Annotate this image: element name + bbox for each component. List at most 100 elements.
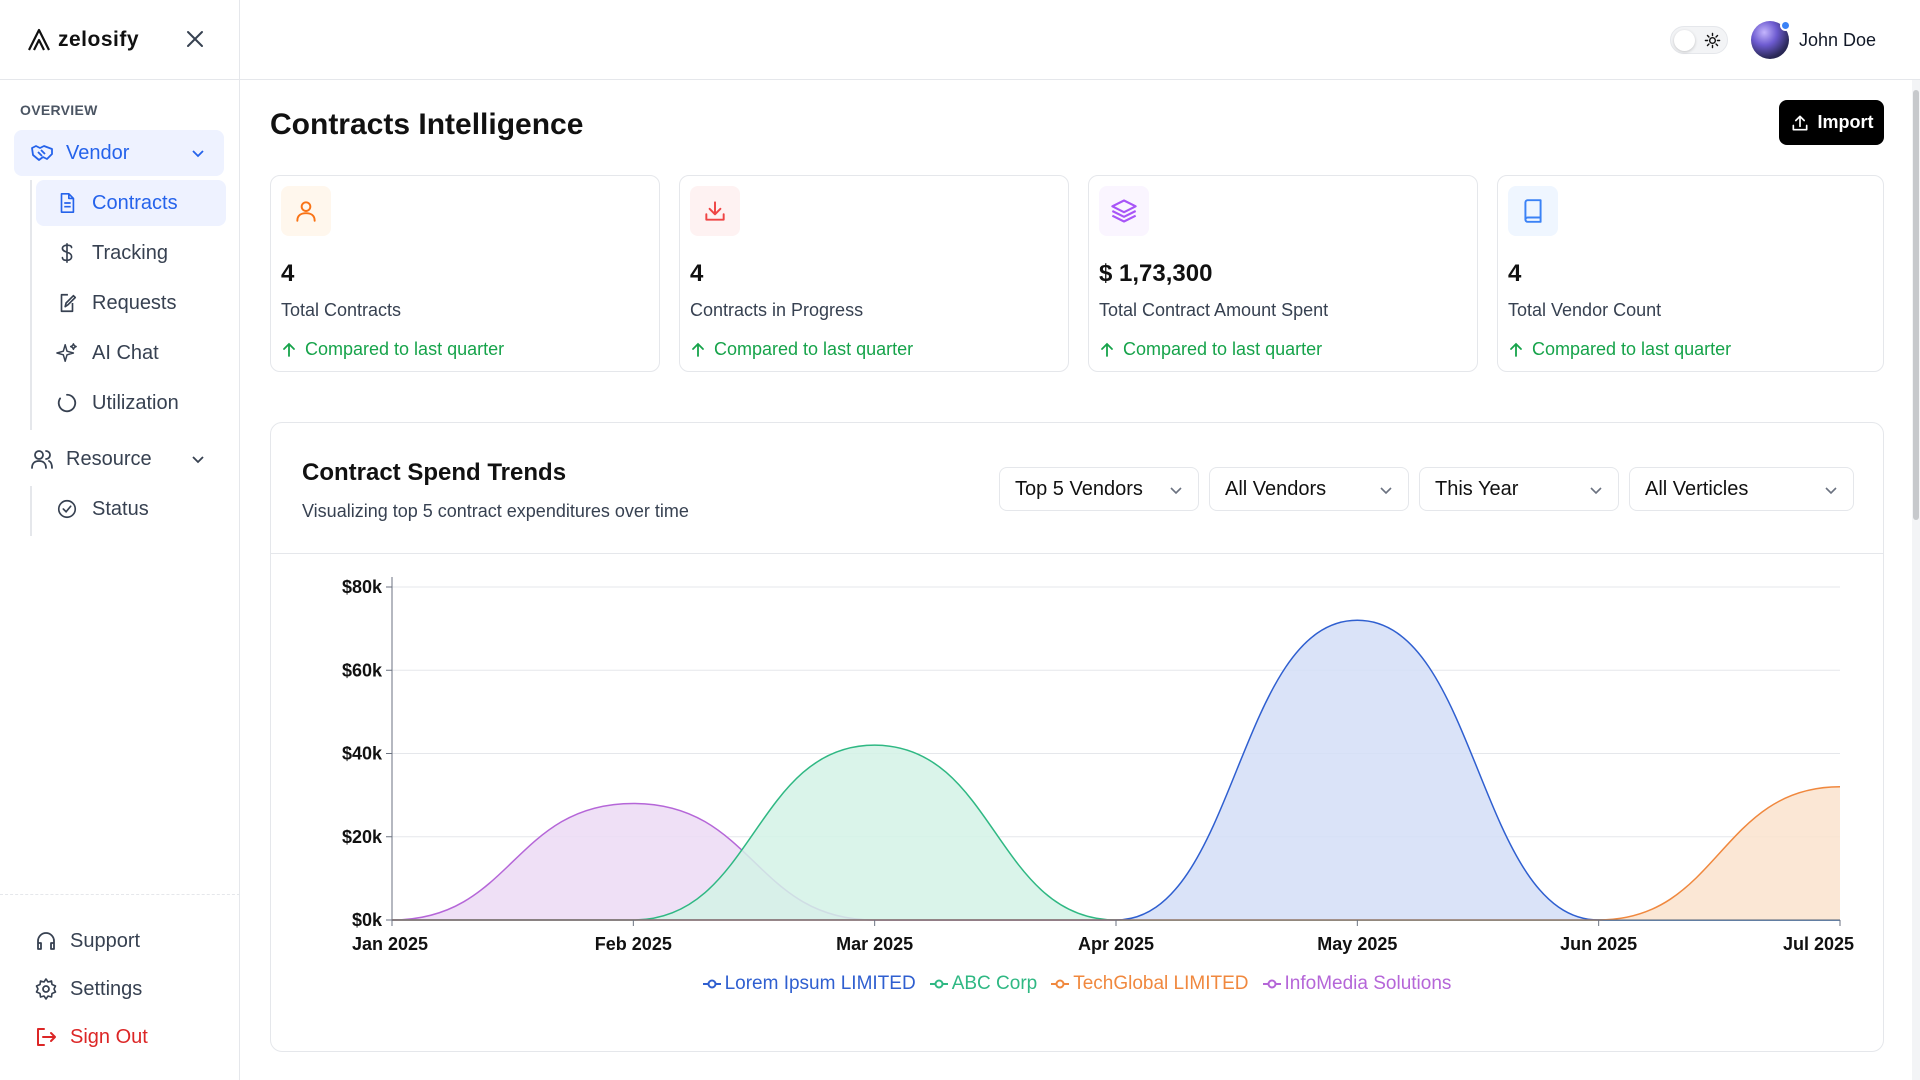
stat-icon-box <box>1508 186 1558 236</box>
sidebar-item-label: Resource <box>66 447 152 470</box>
sidebar-item-resource[interactable]: Resource <box>14 436 224 482</box>
stat-icon-box <box>281 186 331 236</box>
sidebar-item-utilization[interactable]: Utilization <box>36 380 226 426</box>
headset-icon <box>37 932 55 950</box>
stat-trend-text: Compared to last quarter <box>714 339 914 359</box>
y-tick-label: $80k <box>342 577 383 597</box>
y-tick-label: $0k <box>352 910 383 930</box>
sidebar: zelosify OVERVIEW Vendor Contracts Track… <box>0 0 240 1080</box>
users-icon <box>31 450 53 469</box>
legend-label: ABC Corp <box>951 973 1038 994</box>
sidebar-item-requests[interactable]: Requests <box>36 280 226 326</box>
upload-icon <box>1792 115 1807 130</box>
sidebar-item-label: Requests <box>92 291 177 314</box>
sun-icon <box>1704 32 1721 49</box>
y-tick-label: $20k <box>342 827 383 847</box>
series-area <box>392 745 1840 920</box>
top-bar: John Doe <box>240 0 1920 80</box>
legend-marker-icon <box>929 979 948 989</box>
book-icon <box>1524 199 1542 223</box>
scrollbar-thumb[interactable] <box>1913 90 1919 520</box>
sidebar-item-contracts[interactable]: Contracts <box>36 180 226 226</box>
chart-card: Contract Spend Trends Visualizing top 5 … <box>270 422 1884 1052</box>
avatar[interactable] <box>1751 20 1791 59</box>
legend-label: TechGlobal LIMITED <box>1073 973 1249 994</box>
brand-bar: zelosify <box>0 0 239 80</box>
check-circle-icon <box>57 499 77 519</box>
handshake-icon <box>31 145 53 161</box>
sidebar-item-status[interactable]: Status <box>36 486 226 532</box>
document-icon <box>60 193 75 213</box>
stat-value: 4 <box>281 260 295 287</box>
section-label-overview: OVERVIEW <box>20 102 98 118</box>
stat-trend: Compared to last quarter <box>1099 339 1322 360</box>
stat-icon-box <box>690 186 740 236</box>
filter-value: This Year <box>1435 477 1519 500</box>
stat-value: 4 <box>1508 260 1522 287</box>
legend-item[interactable]: TechGlobal LIMITED <box>1051 973 1249 995</box>
legend-marker-icon <box>1262 979 1281 989</box>
stat-card-contracts-in-progress: 4 Contracts in Progress Compared to last… <box>679 175 1069 372</box>
logout-icon <box>37 1028 56 1046</box>
chart-title: Contract Spend Trends <box>302 459 567 486</box>
sidebar-item-vendor[interactable]: Vendor <box>14 130 224 176</box>
legend-item[interactable]: Lorem Ipsum LIMITED <box>702 973 916 995</box>
vendor-subnav: Contracts Tracking Requests AI Chat Util… <box>30 180 226 430</box>
chart-divider <box>271 553 1883 554</box>
arrow-up-icon <box>283 342 295 357</box>
y-tick-label: $40k <box>342 744 383 764</box>
edit-document-icon <box>60 293 77 313</box>
sidebar-item-label: AI Chat <box>92 341 159 364</box>
close-icon[interactable] <box>183 27 207 51</box>
filter-verticals[interactable]: All Verticles <box>1629 467 1854 511</box>
legend-marker-icon <box>1051 979 1070 989</box>
online-indicator <box>1780 20 1791 31</box>
layers-icon <box>1111 199 1137 223</box>
series-area <box>392 620 1840 920</box>
stat-label: Total Contracts <box>281 300 402 320</box>
stat-value: 4 <box>690 260 704 287</box>
theme-toggle[interactable] <box>1670 26 1728 54</box>
page-scrollbar[interactable] <box>1912 80 1920 1080</box>
filter-top-vendors[interactable]: Top 5 Vendors <box>999 467 1199 511</box>
stat-card-total-amount-spent: $ 1,73,300 Total Contract Amount Spent C… <box>1088 175 1478 372</box>
sidebar-item-label: Utilization <box>92 391 179 414</box>
user-icon <box>296 201 316 222</box>
import-button[interactable]: Import <box>1779 100 1884 145</box>
stat-trend: Compared to last quarter <box>1508 339 1731 360</box>
brand-name: zelosify <box>58 27 140 51</box>
sidebar-item-sign-out[interactable]: Sign Out <box>0 1013 240 1061</box>
gear-icon <box>35 978 57 1000</box>
stat-trend-text: Compared to last quarter <box>1123 339 1323 359</box>
logo[interactable]: zelosify <box>26 27 139 53</box>
legend-item[interactable]: InfoMedia Solutions <box>1262 973 1452 995</box>
chevron-down-icon <box>1380 487 1392 495</box>
arrow-up-icon <box>692 342 704 357</box>
import-label: Import <box>1817 112 1874 132</box>
x-tick-label: Feb 2025 <box>595 934 672 954</box>
filter-vendors[interactable]: All Vendors <box>1209 467 1409 511</box>
legend-item[interactable]: ABC Corp <box>929 973 1038 995</box>
sidebar-item-support[interactable]: Support <box>0 917 240 965</box>
sidebar-item-label: Vendor <box>66 141 130 164</box>
series-area <box>392 786 1840 920</box>
stat-card-total-contracts: 4 Total Contracts Compared to last quart… <box>270 175 660 372</box>
x-tick-label: Jan 2025 <box>352 934 428 954</box>
sidebar-item-settings[interactable]: Settings <box>0 965 240 1013</box>
filter-value: All Vendors <box>1225 477 1327 500</box>
filter-value: All Verticles <box>1645 477 1749 500</box>
x-tick-label: Jun 2025 <box>1560 934 1637 954</box>
sidebar-item-label: Tracking <box>92 241 168 264</box>
sidebar-item-tracking[interactable]: Tracking <box>36 230 226 276</box>
filter-value: Top 5 Vendors <box>1015 477 1143 500</box>
filter-period[interactable]: This Year <box>1419 467 1619 511</box>
sidebar-item-ai-chat[interactable]: AI Chat <box>36 330 226 376</box>
stat-value: $ 1,73,300 <box>1099 260 1213 287</box>
download-icon <box>705 201 725 221</box>
chart-subtitle: Visualizing top 5 contract expenditures … <box>302 501 689 521</box>
chart-legend: Lorem Ipsum LIMITED ABC Corp TechGlobal LI… <box>271 973 1883 995</box>
user-name[interactable]: John Doe <box>1799 30 1877 50</box>
legend-label: InfoMedia Solutions <box>1284 973 1452 994</box>
spend-trend-chart: $0k $20k $40k $60k $80k Jan 2025 Feb 2025 Mar 2… <box>342 577 1854 954</box>
sign-out-label: Sign Out <box>70 1025 148 1048</box>
